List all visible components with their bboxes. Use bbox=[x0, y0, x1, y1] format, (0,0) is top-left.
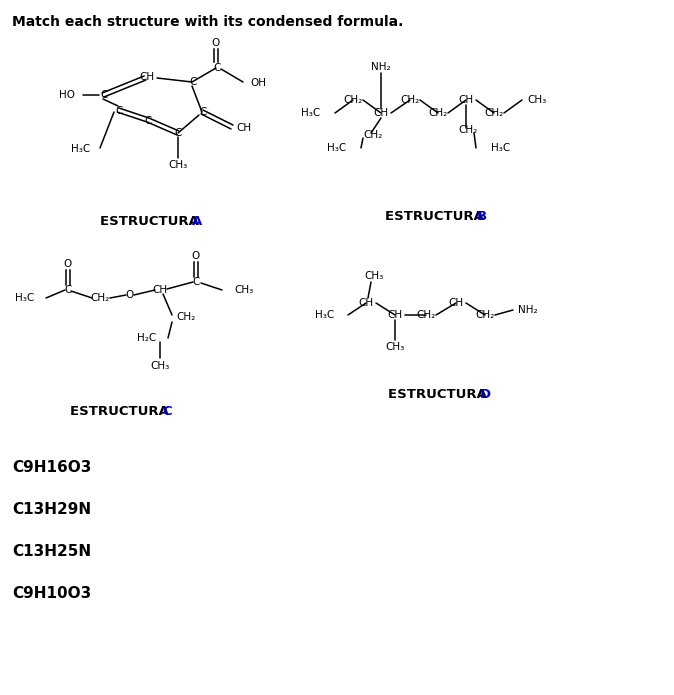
Text: NH₂: NH₂ bbox=[371, 62, 391, 72]
Text: D: D bbox=[480, 388, 491, 401]
Text: ESTRUCTURA: ESTRUCTURA bbox=[100, 215, 204, 228]
Text: CH₃: CH₃ bbox=[365, 271, 384, 281]
Text: B: B bbox=[477, 210, 487, 223]
Text: C13H25N: C13H25N bbox=[12, 544, 91, 559]
Text: CH₃: CH₃ bbox=[527, 95, 546, 105]
Text: C: C bbox=[115, 106, 123, 116]
Text: CH₃: CH₃ bbox=[168, 160, 187, 170]
Text: H₂C: H₂C bbox=[137, 333, 156, 343]
Text: O: O bbox=[64, 259, 72, 269]
Text: CH₂: CH₂ bbox=[429, 108, 448, 118]
Text: CH: CH bbox=[388, 310, 402, 320]
Text: H₃C: H₃C bbox=[301, 108, 320, 118]
Text: CH₃: CH₃ bbox=[386, 342, 404, 352]
Text: H₃C: H₃C bbox=[491, 143, 510, 153]
Text: C: C bbox=[64, 285, 71, 295]
Text: ESTRUCTURA: ESTRUCTURA bbox=[70, 405, 173, 418]
Text: C: C bbox=[213, 63, 220, 73]
Text: H₃C: H₃C bbox=[315, 310, 334, 320]
Text: C: C bbox=[189, 77, 197, 87]
Text: ESTRUCTURA: ESTRUCTURA bbox=[388, 388, 491, 401]
Text: O: O bbox=[192, 251, 200, 261]
Text: CH₂: CH₂ bbox=[400, 95, 420, 105]
Text: C9H16O3: C9H16O3 bbox=[12, 460, 92, 475]
Text: CH₂: CH₂ bbox=[485, 108, 503, 118]
Text: C: C bbox=[200, 107, 207, 117]
Text: O: O bbox=[212, 38, 220, 48]
Text: CH₂: CH₂ bbox=[417, 310, 435, 320]
Text: C: C bbox=[162, 405, 172, 418]
Text: CH₂: CH₂ bbox=[475, 310, 495, 320]
Text: A: A bbox=[192, 215, 202, 228]
Text: HO: HO bbox=[59, 90, 75, 100]
Text: CH₂: CH₂ bbox=[176, 312, 195, 322]
Text: CH: CH bbox=[236, 123, 251, 133]
Text: C: C bbox=[100, 90, 108, 100]
Text: ESTRUCTURA: ESTRUCTURA bbox=[385, 210, 489, 223]
Text: H₃C: H₃C bbox=[327, 143, 346, 153]
Text: CH₃: CH₃ bbox=[234, 285, 253, 295]
Text: CH₂: CH₂ bbox=[458, 125, 478, 135]
Text: OH: OH bbox=[250, 78, 266, 88]
Text: C: C bbox=[175, 128, 182, 138]
Text: CH₃: CH₃ bbox=[150, 361, 170, 371]
Text: CH: CH bbox=[140, 72, 154, 82]
Text: C13H29N: C13H29N bbox=[12, 502, 91, 517]
Text: CH₂: CH₂ bbox=[90, 293, 110, 303]
Text: CH₂: CH₂ bbox=[363, 130, 383, 140]
Text: C: C bbox=[144, 116, 152, 126]
Text: H₃C: H₃C bbox=[71, 144, 90, 154]
Text: NH₂: NH₂ bbox=[518, 305, 538, 315]
Text: CH: CH bbox=[448, 298, 464, 308]
Text: CH: CH bbox=[373, 108, 389, 118]
Text: CH: CH bbox=[359, 298, 373, 308]
Text: Match each structure with its condensed formula.: Match each structure with its condensed … bbox=[12, 15, 403, 29]
Text: C9H10O3: C9H10O3 bbox=[12, 586, 91, 601]
Text: CH₂: CH₂ bbox=[343, 95, 363, 105]
Text: O: O bbox=[126, 290, 134, 300]
Text: CH: CH bbox=[458, 95, 474, 105]
Text: C: C bbox=[192, 277, 200, 287]
Text: CH: CH bbox=[152, 285, 168, 295]
Text: H₃C: H₃C bbox=[15, 293, 34, 303]
